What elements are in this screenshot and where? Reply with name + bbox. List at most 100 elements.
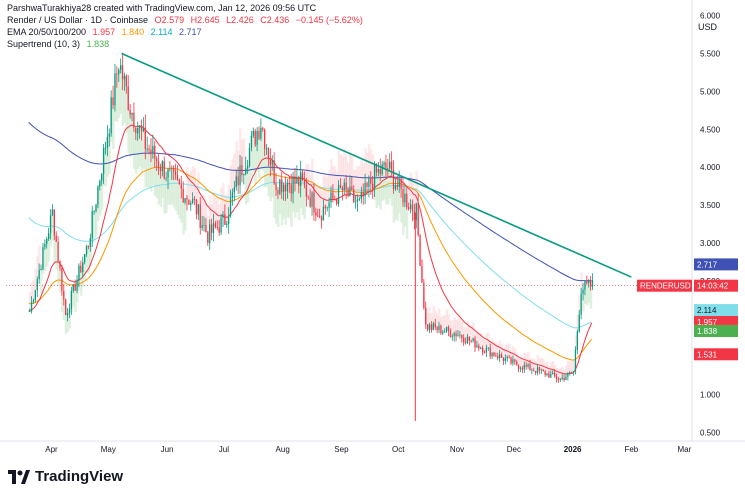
candle-body [472, 338, 474, 341]
y-tick-label: 6.000 [700, 12, 721, 21]
candle-body [258, 130, 260, 139]
candle-body [125, 75, 127, 87]
candle-body [284, 184, 287, 192]
candle-body [470, 340, 472, 342]
supertrend-fill [485, 333, 488, 348]
supertrend-fill [32, 279, 36, 301]
candle-body [334, 198, 336, 200]
supertrend-fill [496, 344, 500, 359]
supertrend-fill [216, 198, 219, 228]
supertrend-fill [466, 320, 469, 337]
supertrend-fill [432, 305, 435, 324]
supertrend-fill [398, 178, 401, 214]
x-tick-label: Nov [450, 445, 464, 454]
candle-body [379, 168, 381, 175]
candle-body [42, 247, 44, 269]
supertrend-fill [589, 286, 593, 309]
supertrend-fill [117, 69, 121, 118]
candle-body [186, 198, 188, 200]
symbol-tag: RENDERUSD [640, 282, 691, 291]
candle-body [563, 377, 565, 381]
candle-body [250, 135, 253, 149]
supertrend-fill [358, 166, 361, 199]
candle-body [83, 254, 86, 263]
supertrend-fill [227, 185, 231, 216]
ema50-value: 1.840 [121, 27, 145, 37]
supertrend-fill [208, 194, 212, 225]
candle-body [339, 184, 342, 189]
candle-body [366, 182, 368, 187]
candle-body [140, 125, 143, 132]
supertrend-fill [477, 333, 481, 349]
candle-body [214, 223, 217, 227]
supertrend-fill [330, 159, 333, 193]
tradingview-logo: TradingView [8, 468, 123, 485]
supertrend-fill [400, 188, 403, 223]
candle-body [241, 165, 243, 176]
supertrend-fill [186, 167, 189, 200]
supertrend-fill [66, 313, 70, 332]
candle-body [265, 148, 268, 149]
candle-body [290, 184, 292, 194]
candle-body [269, 158, 272, 165]
candle-body [243, 173, 245, 176]
supertrend-line: Supertrend (10, 3) 1.838 [7, 39, 109, 49]
candle-body [362, 192, 364, 197]
price-badge-bg [694, 304, 738, 317]
candle-body [453, 333, 455, 337]
candle-body [318, 216, 321, 217]
supertrend-fill [337, 150, 341, 185]
supertrend-fill [51, 209, 54, 241]
supertrend-fill [47, 233, 51, 262]
price-badge: 1.957 [697, 318, 718, 327]
candle-body [154, 145, 156, 159]
supertrend-fill [549, 362, 553, 374]
supertrend-value: 1.838 [86, 39, 110, 49]
x-tick-label: Mar [678, 445, 692, 454]
supertrend-fill [68, 308, 72, 329]
candle-body [468, 336, 470, 341]
supertrend-fill [534, 361, 538, 373]
candle-body [256, 130, 258, 145]
supertrend-fill [470, 325, 473, 341]
supertrend-fill [161, 161, 164, 199]
candle-body [305, 185, 308, 197]
supertrend-fill [184, 198, 187, 231]
candle-body [353, 189, 355, 202]
supertrend-fill [180, 188, 183, 223]
tradingview-wordmark: TradingView [35, 468, 124, 485]
candle-body [224, 214, 226, 225]
supertrend-fill [303, 185, 307, 220]
supertrend-fill [201, 195, 204, 226]
candle-body [112, 97, 114, 106]
candle-body [277, 190, 279, 194]
candle-body [461, 334, 463, 338]
supertrend-fill [392, 188, 396, 223]
candle-body [85, 245, 88, 255]
y-tick-label: 5.000 [700, 87, 721, 96]
supertrend-fill [364, 148, 367, 183]
candle-body [432, 323, 434, 330]
supertrend-fill [239, 128, 242, 166]
candle-body [93, 211, 95, 212]
supertrend-fill [566, 360, 570, 373]
candle-body [406, 193, 408, 208]
supertrend-fill [138, 125, 142, 167]
candle-body [572, 371, 575, 373]
supertrend-fill [328, 170, 331, 203]
x-tick-label: Dec [507, 445, 521, 454]
candle-body [529, 364, 531, 371]
candle-body [311, 192, 313, 207]
candle-body [110, 97, 112, 134]
supertrend-fill [146, 148, 149, 188]
candle-body [521, 368, 524, 370]
candle-body [273, 160, 275, 184]
supertrend-fill [457, 318, 460, 335]
x-tick-label: Apr [45, 445, 58, 454]
candle-body [127, 86, 129, 110]
candle-body [286, 182, 289, 192]
x-tick-label: 2026 [564, 445, 582, 454]
supertrend-fill [494, 342, 498, 357]
supertrend-fill [225, 194, 229, 225]
candle-body [480, 347, 482, 349]
